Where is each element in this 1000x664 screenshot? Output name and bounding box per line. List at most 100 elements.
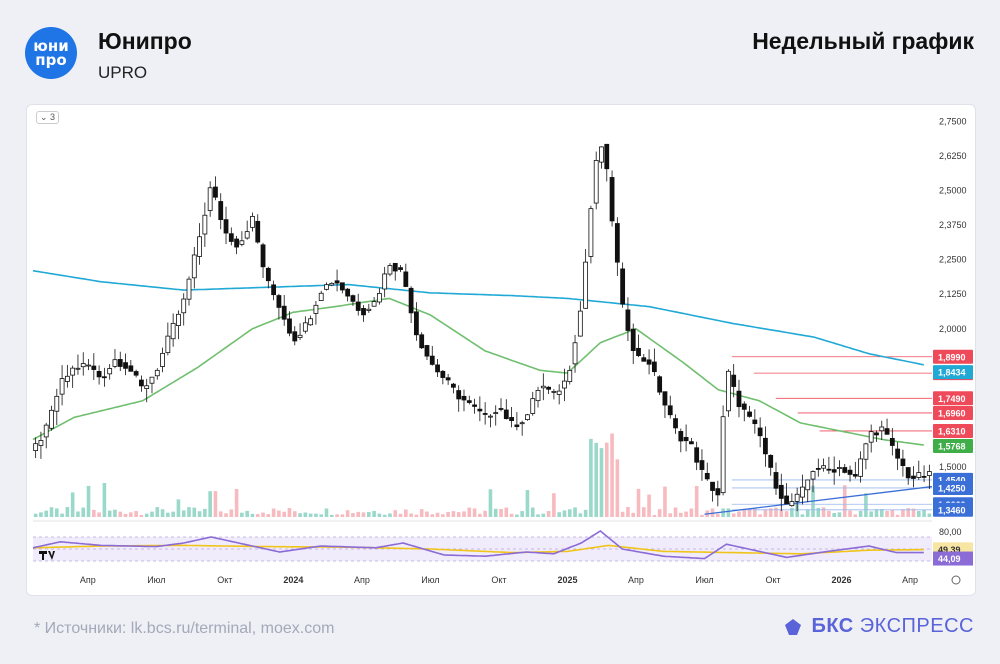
volume-bar <box>657 509 662 517</box>
candle-body <box>837 467 842 469</box>
time-axis-label-6: Окт <box>491 575 506 585</box>
candle-body <box>271 284 277 296</box>
candle-body <box>123 362 128 369</box>
candle-body <box>451 383 456 388</box>
volume-bar <box>504 507 509 517</box>
candle-body <box>223 219 229 234</box>
volume-bar <box>499 508 503 517</box>
candle-body <box>794 493 800 502</box>
support-trendline <box>704 485 933 515</box>
volume-bar <box>345 510 350 517</box>
candle-body <box>186 278 192 300</box>
price-tick-label-1: 2,6250 <box>939 151 967 161</box>
resistance-label-3-bg <box>933 405 973 420</box>
volume-bar <box>768 508 773 517</box>
candle-body <box>265 267 271 282</box>
candle-body <box>445 377 451 381</box>
candle-body <box>778 484 784 499</box>
candle-body <box>572 342 578 365</box>
time-axis-label-7: 2025 <box>557 575 577 585</box>
volume-bar <box>65 507 70 517</box>
volume-bar <box>493 508 498 517</box>
volume-bar <box>139 514 144 517</box>
candle-body <box>292 331 298 342</box>
collapse-badge[interactable]: ⌄ 3 <box>36 111 60 124</box>
volume-bar <box>329 514 334 517</box>
volume-bar <box>858 510 863 517</box>
candle-body <box>625 309 631 331</box>
volume-bar <box>530 507 535 517</box>
candle-body <box>614 223 620 263</box>
candle-body <box>392 262 398 272</box>
candle-body <box>361 308 366 316</box>
volume-bar <box>525 490 530 517</box>
settings-icon <box>951 575 961 585</box>
candle-body <box>419 334 425 349</box>
volume-bar <box>604 442 609 517</box>
candle-body <box>710 481 715 491</box>
candle-body <box>477 408 483 412</box>
volume-bar <box>700 514 704 517</box>
candle-body <box>176 313 181 326</box>
candle-body <box>503 409 509 420</box>
time-axis-label-12: Апр <box>902 575 918 585</box>
candle-body <box>96 370 102 378</box>
volume-bar <box>827 510 831 517</box>
volume-bar <box>166 512 170 517</box>
candle-body <box>651 361 657 373</box>
volume-bar <box>240 512 244 517</box>
volume-bar <box>869 511 873 517</box>
candle-body <box>736 390 742 408</box>
candle-body <box>117 359 123 367</box>
volume-bar <box>916 511 921 517</box>
volume-bar <box>853 514 858 517</box>
volume-bar <box>895 514 900 517</box>
candle-body <box>387 265 393 275</box>
volume-bar <box>673 507 678 517</box>
price-chart[interactable]: 2,7500 2,6250 2,5000 2,3750 2,2500 2,1250 2,00… <box>27 105 975 595</box>
candle-body <box>350 295 356 302</box>
candle-body <box>895 448 901 459</box>
candle-body <box>636 347 641 357</box>
volume-bar <box>356 511 361 517</box>
volume-bar <box>805 509 810 517</box>
volume-bar <box>97 512 101 517</box>
time-axis-label-9: Июл <box>695 575 713 585</box>
candle-body <box>54 395 60 412</box>
volume-bar <box>663 486 667 517</box>
volume-bar <box>372 510 376 517</box>
candle-body <box>318 292 324 302</box>
candle-body <box>371 301 377 307</box>
ma-long-line <box>32 269 924 366</box>
candle-body <box>858 458 864 477</box>
volume-bar <box>636 488 641 517</box>
candle-body <box>731 374 737 387</box>
candle-body <box>879 426 885 432</box>
time-axis-label-8: Апр <box>628 575 644 585</box>
volume-bar <box>113 509 117 517</box>
candle-body <box>139 379 144 387</box>
volume-bar <box>716 513 720 517</box>
volume-bar <box>81 507 86 517</box>
ticker-symbol: UPRO <box>98 63 148 82</box>
candle-body <box>641 357 647 362</box>
volume-bar <box>425 511 429 517</box>
candle-body <box>540 385 546 389</box>
candle-body <box>107 368 113 375</box>
candle-body <box>916 472 922 478</box>
candle-body <box>101 376 107 379</box>
volume-bar <box>837 512 842 517</box>
candle-body <box>678 431 684 442</box>
volume-bar <box>382 514 387 517</box>
volume-bar <box>324 508 329 517</box>
volume-bar <box>679 512 683 517</box>
volume-bar <box>615 459 620 517</box>
ma-long-label: 1,8434 <box>938 368 966 378</box>
company-name: Юнипро <box>98 28 192 54</box>
volume-bar <box>879 509 884 517</box>
candle-body <box>329 282 335 286</box>
candle-body <box>567 369 573 383</box>
candle-body <box>551 390 557 393</box>
volume-bar <box>784 511 789 517</box>
volume-bar <box>192 507 197 517</box>
